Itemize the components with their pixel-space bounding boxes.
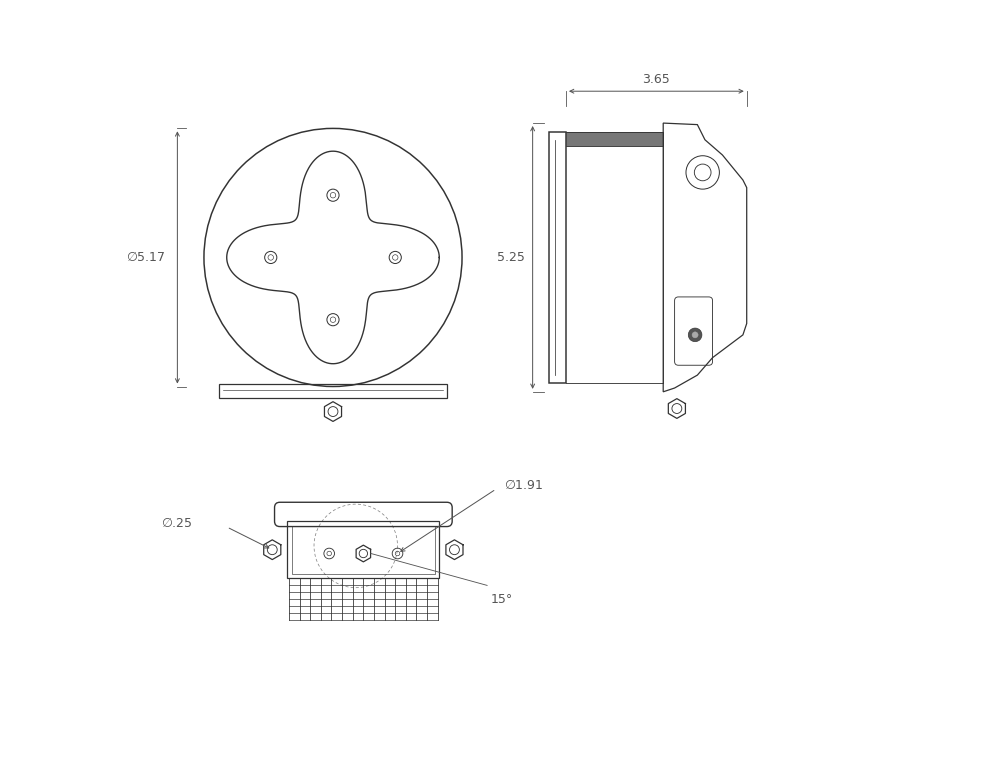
Text: 15°: 15°: [491, 593, 513, 605]
Bar: [566, 132, 663, 146]
Text: 5.25: 5.25: [497, 251, 525, 264]
Bar: [292, 526, 435, 574]
Text: $\varnothing$5.17: $\varnothing$5.17: [126, 250, 165, 264]
Bar: [549, 132, 566, 383]
Text: $\varnothing$1.91: $\varnothing$1.91: [504, 478, 543, 492]
Text: $\varnothing$.25: $\varnothing$.25: [161, 516, 193, 530]
Bar: [287, 521, 439, 578]
Bar: [219, 384, 447, 398]
Text: 3.65: 3.65: [643, 73, 670, 86]
Circle shape: [688, 328, 702, 342]
Circle shape: [692, 332, 698, 338]
